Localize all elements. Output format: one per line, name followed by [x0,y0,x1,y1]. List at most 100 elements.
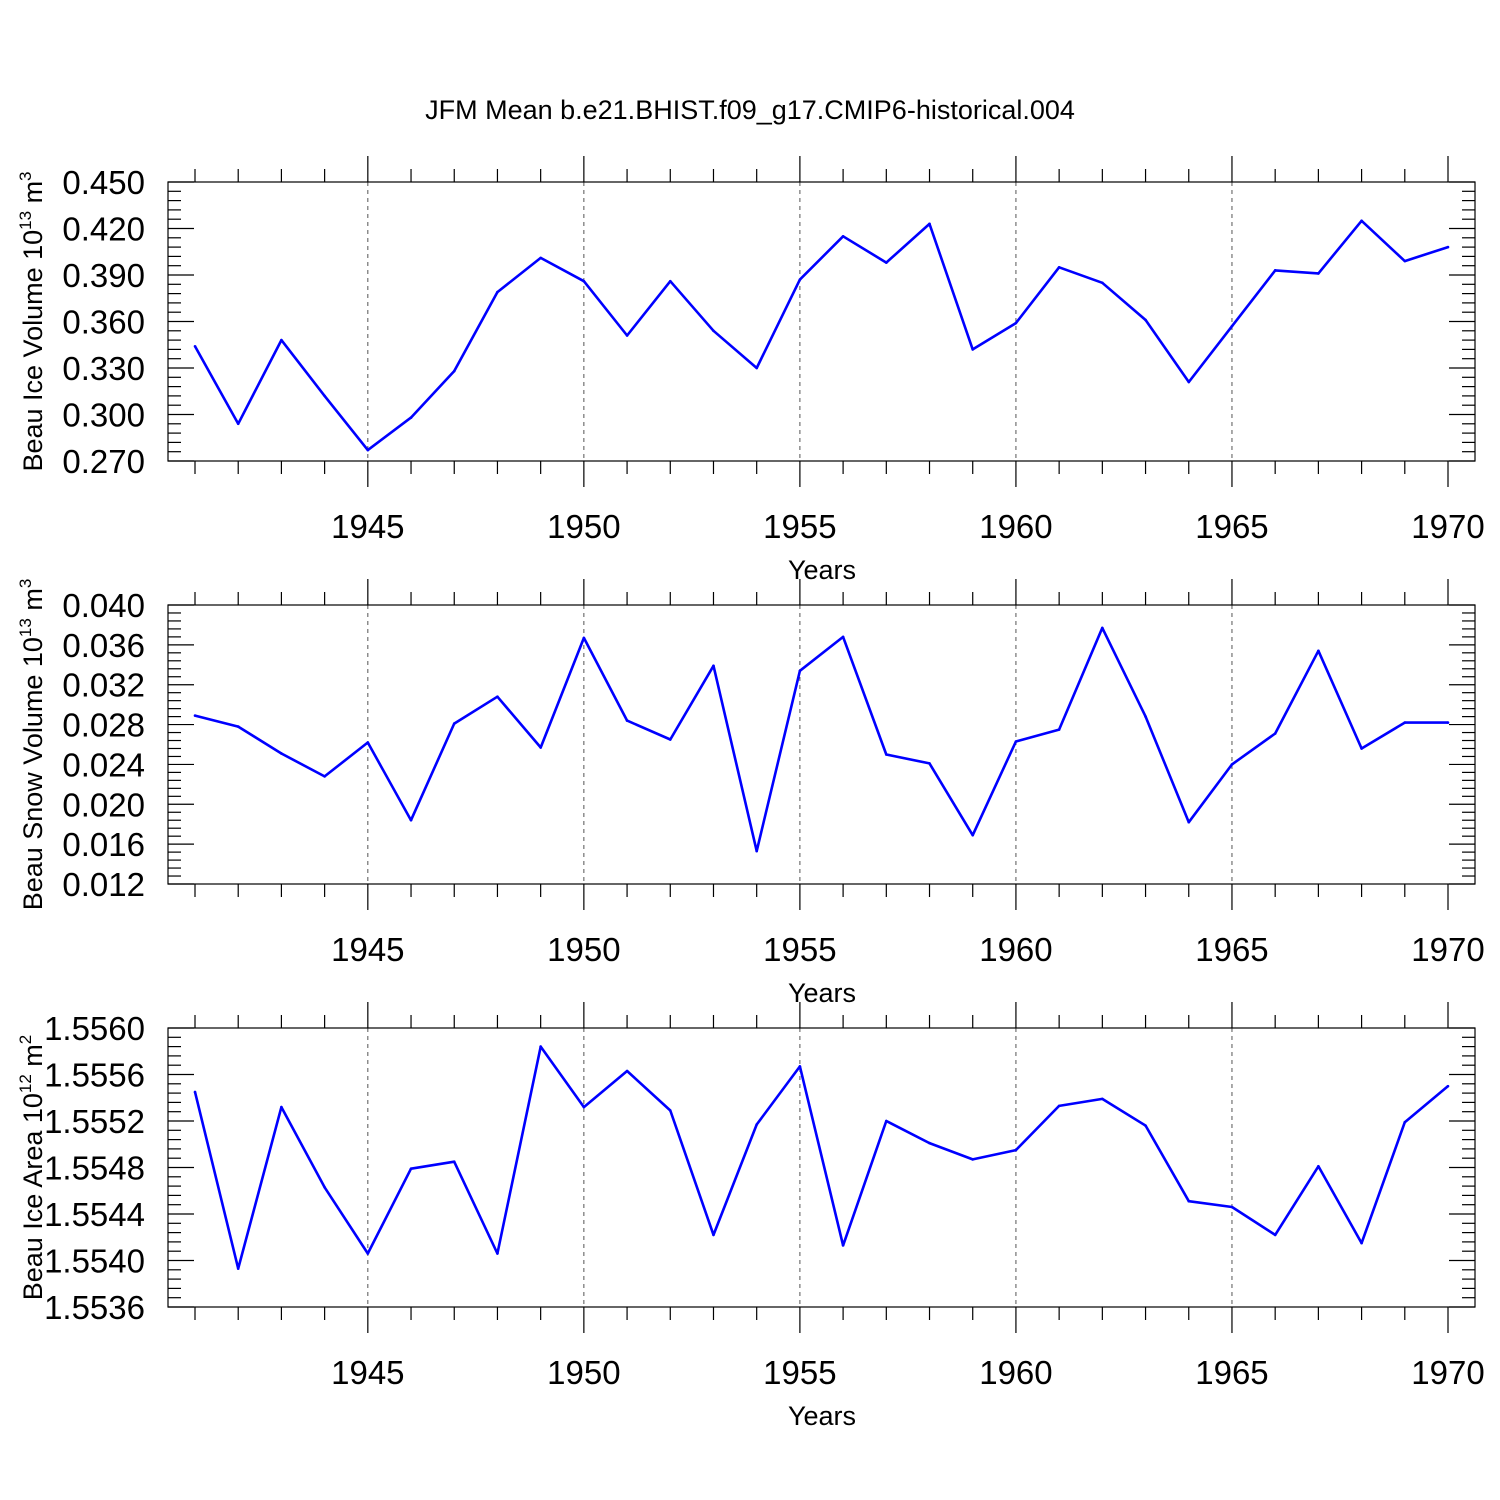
data-point-1962 [1101,281,1104,285]
data-point-1943 [280,338,283,342]
data-point-1947 [452,369,456,373]
panel-1: 1945 1950 1955 1960 1965 1970 0.270 0.300 0.330 0… [16,156,1485,585]
data-point-1957 [885,1119,888,1123]
y-tick-label: 0.024 [62,746,145,783]
plot-frame [167,1027,1476,1308]
data-point-1962 [1101,626,1104,630]
data-point-1946 [409,1167,413,1170]
x-tick-label: 1950 [547,931,620,968]
x-tick-label: 1950 [547,508,620,545]
y-tick-label: 0.300 [62,397,145,434]
data-point-1952 [668,738,672,741]
data-point-1957 [885,753,888,756]
y-tick-label: 0.450 [62,164,145,201]
x-tick-label: 1945 [331,931,404,968]
data-point-1944 [323,1185,326,1189]
y-tick-label: 1.5552 [44,1103,145,1140]
data-point-1946 [409,416,413,419]
data-point-1946 [409,818,413,822]
panel-2: 1945 1950 1955 1960 1965 19700.0120.0160.0200… [16,579,1485,1008]
data-point-1951 [625,334,629,337]
x-axis-title: Years [788,978,856,1008]
series-line [193,1045,1449,1270]
data-point-1960 [1014,321,1018,325]
data-point-1970 [1446,721,1450,724]
data-point-1951 [625,719,629,722]
data-point-1955 [798,669,802,673]
y-tick-label: 0.028 [62,707,145,744]
data-point-1969 [1403,259,1407,263]
data-point-1968 [1360,747,1363,750]
y-tick-label: 0.032 [62,667,145,704]
y-tick-label: 1.5540 [44,1243,145,1280]
data-point-1948 [496,1252,499,1255]
data-point-1963 [1144,318,1147,322]
x-tick-label: 1965 [1195,508,1268,545]
x-tick-label: 1945 [331,508,404,545]
data-point-1948 [496,290,499,294]
series-line [194,626,1448,853]
data-point-1965 [1230,324,1234,328]
y-tick-label: 0.330 [62,350,145,387]
data-point-1945 [366,1252,370,1255]
data-point-1953 [712,664,715,668]
x-tick-label: 1955 [763,508,836,545]
data-point-1960 [1014,740,1018,743]
data-point-1962 [1101,1097,1104,1101]
data-point-1942 [236,1267,240,1270]
y-tick-label: 1.5544 [44,1196,145,1233]
data-point-1949 [539,1045,542,1048]
data-point-1969 [1403,721,1407,724]
x-tick-label: 1955 [763,931,836,968]
data-point-1968 [1360,1241,1363,1245]
data-point-1941 [193,1090,197,1094]
data-point-1967 [1317,1165,1320,1168]
panel-3: 1945 1950 1955 1960 1965 1970 1.5536 1.5540 1.55… [16,1002,1485,1431]
series-line [193,219,1449,452]
data-point-1952 [668,279,672,283]
data-point-1969 [1403,1120,1407,1124]
data-point-1949 [539,256,542,260]
y-tick-label: 0.020 [62,786,145,823]
x-tick-label: 1950 [547,1354,620,1391]
data-point-1948 [496,695,499,698]
data-point-1943 [280,752,283,755]
y-tick-label: 0.036 [62,627,145,664]
data-point-1970 [1446,1084,1450,1088]
data-point-1968 [1360,219,1363,223]
data-point-1951 [625,1069,629,1073]
y-tick-label: 0.360 [62,304,145,341]
data-point-1956 [841,1244,845,1247]
chart-title: JFM Mean b.e21.BHIST.f09_g17.CMIP6-histo… [425,95,1075,125]
y-tick-label: 0.012 [62,866,145,903]
data-point-1954 [755,366,758,370]
y-tick-label: 0.420 [62,211,145,248]
x-tick-label: 1945 [331,1354,404,1391]
data-point-1952 [668,1109,672,1112]
data-point-1945 [366,741,370,744]
y-tick-label: 0.016 [62,826,145,863]
x-tick-label: 1965 [1195,931,1268,968]
data-point-1958 [928,1141,931,1145]
data-point-1953 [712,329,715,333]
data-point-1967 [1317,272,1320,275]
data-point-1947 [452,1160,456,1163]
y-tick-label: 1.5560 [44,1010,145,1047]
data-point-1959 [971,1158,975,1161]
data-point-1942 [236,725,240,728]
data-point-1961 [1057,265,1061,269]
data-point-1966 [1273,269,1277,272]
data-point-1963 [1144,715,1147,718]
data-point-1957 [885,261,888,264]
data-point-1966 [1273,1233,1277,1237]
x-axis-title: Years [788,1401,856,1431]
data-point-1964 [1187,380,1191,384]
y-tick-label: 0.390 [62,257,145,294]
data-point-1941 [193,714,197,717]
data-point-1964 [1187,820,1191,824]
data-point-1960 [1014,1148,1018,1152]
x-tick-label: 1970 [1411,931,1484,968]
x-tick-label: 1955 [763,1354,836,1391]
data-point-1947 [452,722,456,725]
x-tick-label: 1960 [979,931,1052,968]
